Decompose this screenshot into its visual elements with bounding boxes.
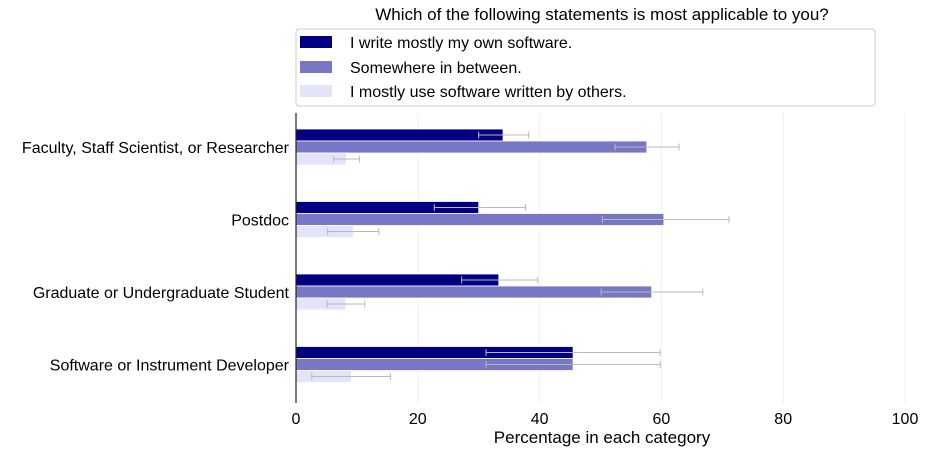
legend-label-own-software: I write mostly my own software. <box>350 35 572 52</box>
bar-faculty-staff-scientist-or-researcher-series-0 <box>295 128 504 142</box>
legend-swatch-own-software <box>300 36 332 48</box>
error-bar-graduate-or-undergraduate-student-series-0 <box>461 276 539 284</box>
x-tick-label-100: 100 <box>892 411 919 428</box>
error-bar-faculty-staff-scientist-or-researcher-series-0 <box>478 131 530 139</box>
legend-label-others-software: I mostly use software written by others. <box>350 84 627 101</box>
error-bar-faculty-staff-scientist-or-researcher-series-2 <box>333 155 360 163</box>
legend-swatch-others-software <box>300 85 332 97</box>
error-bar-graduate-or-undergraduate-student-series-1 <box>600 288 704 296</box>
y-tick-label-faculty-staff-scientist-or-researcher: Faculty, Staff Scientist, or Researcher <box>22 140 290 157</box>
y-tick-label-graduate-or-undergraduate-student: Graduate or Undergraduate Student <box>33 285 290 302</box>
error-bar-faculty-staff-scientist-or-researcher-series-1 <box>614 143 680 151</box>
x-axis-label: Percentage in each category <box>494 428 711 447</box>
legend: I write mostly my own software. Somewher… <box>295 28 876 107</box>
x-tick-label-80: 80 <box>774 411 792 428</box>
axes: 0 20 40 60 80 100 Faculty, Staff Scientist, or… <box>22 113 919 428</box>
legend-swatch-in-between <box>300 61 332 73</box>
error-bar-graduate-or-undergraduate-student-series-2 <box>326 300 366 308</box>
legend-label-in-between: Somewhere in between. <box>350 60 522 77</box>
bars <box>295 128 730 383</box>
error-bar-software-or-instrument-developer-series-0 <box>485 349 661 356</box>
x-tick-label-20: 20 <box>409 411 427 428</box>
x-tick-label-40: 40 <box>531 411 549 428</box>
y-tick-label-postdoc: Postdoc <box>231 213 289 230</box>
bar-faculty-staff-scientist-or-researcher-series-1 <box>295 140 648 154</box>
x-tick-label-60: 60 <box>653 411 671 428</box>
error-bar-software-or-instrument-developer-series-1 <box>485 361 661 368</box>
legend-frame <box>295 28 876 107</box>
error-bar-postdoc-series-0 <box>433 204 527 211</box>
x-tick-label-0: 0 <box>292 411 301 428</box>
y-tick-label-software-or-instrument-developer: Software or Instrument Developer <box>50 358 290 375</box>
error-bar-postdoc-series-2 <box>327 228 380 235</box>
chart-title: Which of the following statements is mos… <box>375 5 829 24</box>
error-bar-software-or-instrument-developer-series-2 <box>311 373 391 380</box>
bar-graduate-or-undergraduate-student-series-1 <box>295 285 653 299</box>
error-bar-postdoc-series-1 <box>601 216 730 223</box>
